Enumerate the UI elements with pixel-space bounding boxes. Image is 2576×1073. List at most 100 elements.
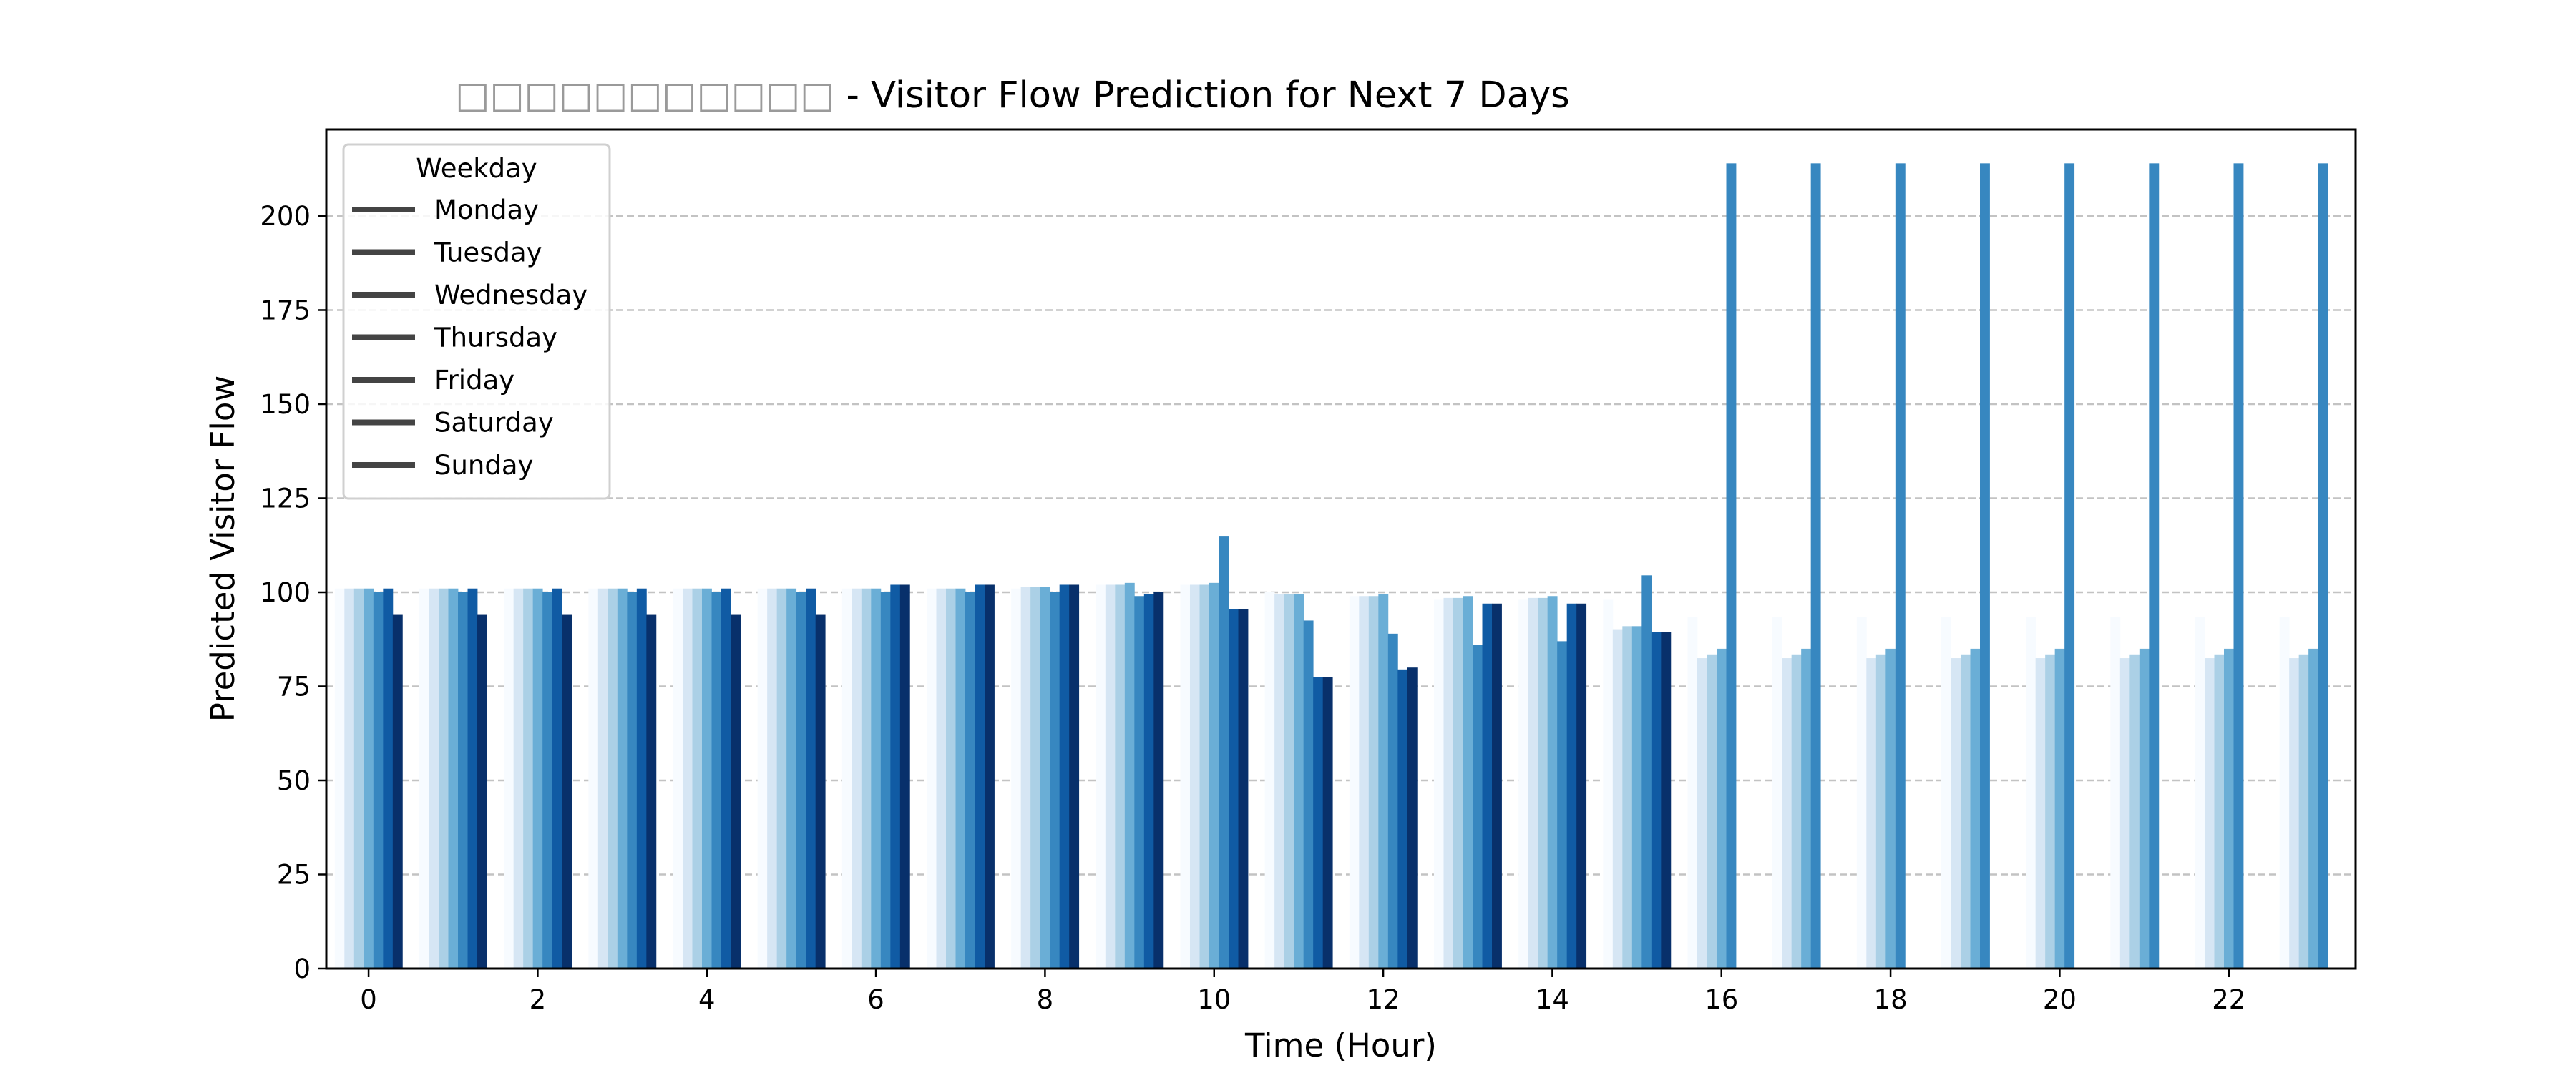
legend-frame (342, 143, 611, 500)
bar (2026, 617, 2036, 969)
bar (353, 588, 364, 969)
bar (1866, 658, 1877, 969)
bar (796, 592, 806, 969)
bar (936, 588, 947, 969)
bar (438, 588, 449, 969)
bar (1557, 641, 1568, 969)
bar (1661, 632, 1672, 969)
bar (2045, 654, 2056, 969)
bar (806, 588, 816, 969)
bar (532, 588, 543, 969)
bar (1622, 626, 1633, 969)
bar (636, 588, 647, 969)
bar (1040, 587, 1050, 969)
bar (523, 588, 534, 969)
y-axis: 0 25 50 75 100 125 150 175 200 (260, 201, 326, 984)
bar (429, 588, 439, 969)
legend-title: Weekday (416, 153, 537, 184)
bar (1772, 617, 1782, 969)
legend-label: Tuesday (434, 237, 542, 268)
x-tick-label: 18 (1874, 984, 1908, 1015)
bar (1294, 594, 1304, 969)
bar (786, 588, 797, 969)
bar (1726, 163, 1737, 969)
bar (1875, 654, 1886, 969)
bar (477, 614, 487, 969)
bar (1189, 584, 1200, 969)
y-tick-label: 150 (260, 389, 311, 420)
y-tick-label: 75 (277, 671, 311, 702)
bar (852, 588, 862, 969)
bar (945, 588, 956, 969)
bar (2279, 617, 2290, 969)
bar (841, 588, 852, 969)
bar (552, 588, 562, 969)
bar (504, 588, 514, 969)
bar (2110, 617, 2121, 969)
bar (1443, 597, 1454, 969)
bar (1492, 603, 1502, 969)
bar (1603, 599, 1614, 969)
bar (2195, 617, 2205, 969)
bar (1180, 584, 1191, 969)
bar (2149, 163, 2160, 969)
bar (1716, 648, 1727, 969)
bar (1791, 654, 1802, 969)
bar (1782, 658, 1792, 969)
bar (1810, 163, 1821, 969)
bar (2119, 658, 2130, 969)
x-tick-label: 14 (1536, 984, 1569, 1015)
bar (2204, 658, 2215, 969)
x-tick-label: 20 (2043, 984, 2077, 1015)
plot-area-frame (325, 128, 2357, 970)
bar (1199, 584, 1210, 969)
bar (1856, 617, 1867, 969)
bar (1528, 597, 1538, 969)
bar (1349, 596, 1360, 969)
bar (1473, 645, 1483, 969)
legend-label: Wednesday (434, 280, 587, 310)
bar (588, 588, 599, 969)
bar (965, 592, 975, 969)
bar (419, 588, 429, 969)
x-axis-label: Time (Hour) (1244, 1027, 1437, 1064)
legend-label: Saturday (434, 408, 554, 438)
bar (767, 588, 778, 969)
bar (776, 588, 787, 969)
bar (890, 584, 901, 969)
bar (1707, 654, 1717, 969)
bar (899, 584, 910, 969)
bar (513, 588, 524, 969)
bar (2233, 163, 2244, 969)
bar (2035, 658, 2046, 969)
bar (1238, 609, 1249, 969)
bar (458, 592, 468, 969)
bar (1697, 658, 1707, 969)
bar (1960, 654, 1971, 969)
bar (880, 592, 891, 969)
bar (1368, 596, 1379, 969)
y-axis-label: Predicted Visitor Flow (204, 376, 242, 722)
bar (757, 588, 768, 969)
y-gridlines (326, 215, 2356, 876)
x-tick-label: 0 (360, 984, 377, 1015)
bar (1153, 592, 1164, 969)
bar (392, 614, 403, 969)
bar (627, 592, 638, 969)
bar (1115, 584, 1126, 969)
bar (542, 592, 553, 969)
bar (364, 588, 374, 969)
x-tick-label: 12 (1367, 984, 1400, 1015)
bars (334, 163, 2328, 969)
y-tick-label: 200 (260, 201, 311, 232)
bar (1631, 626, 1642, 969)
bar (861, 588, 872, 969)
legend: Weekday Monday Tuesday Wednesday Thursday Fr… (342, 143, 611, 500)
bar (1378, 594, 1389, 969)
bar (1433, 599, 1444, 969)
bar (1134, 596, 1145, 969)
bar (1069, 584, 1080, 969)
bar (2214, 654, 2225, 969)
bar (1518, 599, 1529, 969)
